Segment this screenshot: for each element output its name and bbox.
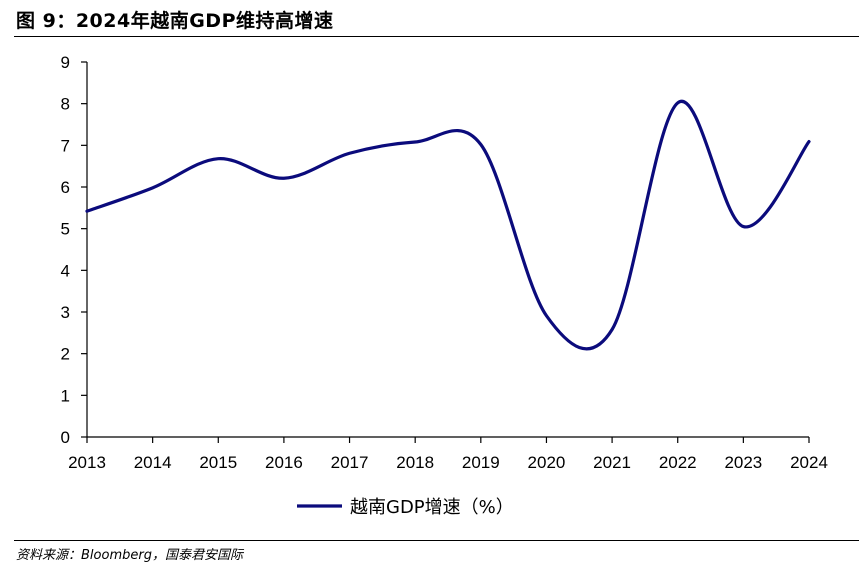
figure-source: 资料来源：Bloomberg，国泰君安国际 <box>16 548 243 563</box>
x-tick-label: 2016 <box>265 453 303 472</box>
title-rule <box>14 36 859 37</box>
x-tick-label: 2017 <box>331 453 369 472</box>
y-tick-label: 2 <box>61 345 70 364</box>
x-tick-label: 2013 <box>68 453 106 472</box>
y-tick-label: 6 <box>61 178 70 197</box>
y-tick-label: 8 <box>61 95 70 114</box>
chart-axes <box>86 62 809 438</box>
legend-label: 越南GDP增速（%） <box>350 497 514 518</box>
y-tick-label: 0 <box>61 428 70 447</box>
x-tick-label: 2014 <box>134 453 172 472</box>
y-tick-label: 1 <box>61 386 70 405</box>
series-line-gdp-growth <box>85 99 811 351</box>
x-axis-ticks: 2013 2014 2015 2016 2017 2018 2019 2020 2021 2022… <box>68 437 828 472</box>
figure-title: 图 9：2024年越南GDP维持高增速 <box>16 10 334 32</box>
series-layer <box>85 99 811 351</box>
y-tick-label: 7 <box>61 136 70 155</box>
x-tick-label: 2021 <box>593 453 631 472</box>
x-tick-label: 2020 <box>528 453 566 472</box>
y-tick-label: 3 <box>61 303 70 322</box>
y-tick-label: 5 <box>61 220 70 239</box>
legend: 越南GDP增速（%） <box>297 497 514 518</box>
x-tick-label: 2018 <box>396 453 434 472</box>
x-tick-label: 2024 <box>790 453 828 472</box>
x-tick-label: 2022 <box>659 453 697 472</box>
y-tick-label: 4 <box>61 261 70 280</box>
x-tick-label: 2023 <box>724 453 762 472</box>
y-axis-ticks: 0 1 2 3 4 5 6 7 8 9 <box>61 53 87 447</box>
x-tick-label: 2015 <box>199 453 237 472</box>
source-rule <box>14 540 859 541</box>
y-tick-label: 9 <box>61 53 70 72</box>
x-tick-label: 2019 <box>462 453 500 472</box>
